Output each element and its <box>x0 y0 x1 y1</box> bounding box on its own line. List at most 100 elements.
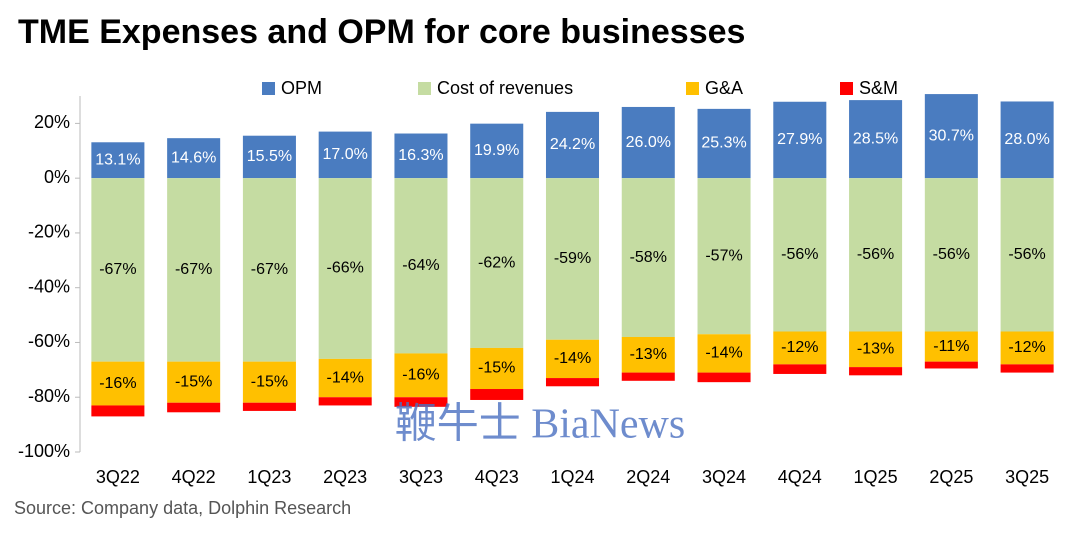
x-tick-label: 4Q23 <box>475 467 519 487</box>
bar-segment <box>1000 331 1054 365</box>
bar-segment <box>924 178 978 332</box>
bar-segment <box>545 339 600 379</box>
data-label: -14% <box>705 345 742 362</box>
x-tick-label: 3Q24 <box>702 467 746 487</box>
data-label: -15% <box>478 360 515 377</box>
data-label: -56% <box>1008 246 1045 263</box>
data-label: -67% <box>175 261 212 278</box>
data-label: -56% <box>781 246 818 263</box>
bar-segment <box>1000 178 1054 332</box>
data-label: 16.3% <box>398 147 443 164</box>
bar-segment <box>849 100 903 179</box>
data-label: 26.0% <box>626 134 671 151</box>
y-tick-label: 20% <box>34 112 70 132</box>
bar-segment <box>394 397 448 407</box>
x-tick-label: 1Q25 <box>854 467 898 487</box>
y-tick-label: -100% <box>18 441 70 461</box>
y-tick-label: -40% <box>28 276 70 296</box>
chart-title: TME Expenses and OPM for core businesses <box>18 13 745 51</box>
data-label: 17.0% <box>323 146 368 163</box>
data-label: -56% <box>857 246 894 263</box>
data-label: -14% <box>554 350 591 367</box>
x-tick-label: 2Q23 <box>323 467 367 487</box>
data-label: -16% <box>99 375 136 392</box>
bar-segment <box>621 178 675 337</box>
bar-segment <box>242 402 296 411</box>
x-tick-label: 4Q22 <box>172 467 216 487</box>
bar-segment <box>242 135 296 179</box>
bar-segment <box>545 378 600 387</box>
bar-segment <box>470 347 524 390</box>
legend-swatch <box>686 82 699 95</box>
bar-segment <box>91 361 145 406</box>
y-tick-label: -80% <box>28 386 70 406</box>
bar-segment <box>545 111 600 179</box>
bar-segment <box>849 178 903 332</box>
data-label: -12% <box>781 339 818 356</box>
data-label: 28.0% <box>1004 131 1049 148</box>
y-tick-label: -20% <box>28 222 70 242</box>
bar-segment <box>697 334 751 373</box>
data-label: 28.5% <box>853 130 898 147</box>
data-label: -16% <box>402 367 439 384</box>
bar-segment <box>697 108 751 179</box>
bar-segment <box>318 131 372 179</box>
bar-segment <box>849 367 903 376</box>
bar-segment <box>167 178 221 362</box>
data-label: 19.9% <box>474 142 519 159</box>
data-label: 25.3% <box>701 135 746 152</box>
legend-label: S&M <box>859 78 898 98</box>
bar-segment <box>924 361 978 369</box>
bar-segment <box>167 138 221 179</box>
data-label: -64% <box>402 257 439 274</box>
bar-segment <box>470 389 524 400</box>
bar-segment <box>167 402 221 413</box>
bar-segment <box>924 94 978 179</box>
bar-segment <box>773 364 827 374</box>
data-label: -13% <box>857 341 894 358</box>
bar-segment <box>91 405 145 417</box>
watermark: 鞭牛士 BiaNews <box>395 402 685 448</box>
bar-segment <box>1000 364 1054 373</box>
legend-label: OPM <box>281 78 322 98</box>
x-tick-label: 1Q24 <box>550 467 594 487</box>
data-label: 14.6% <box>171 149 216 166</box>
bar-segment <box>773 331 827 365</box>
bar-segment <box>394 133 448 179</box>
data-label: -58% <box>630 249 667 266</box>
legend-label: G&A <box>705 78 743 98</box>
data-label: 30.7% <box>929 127 974 144</box>
bar-segment <box>318 358 372 398</box>
data-label: 15.5% <box>247 148 292 165</box>
legend-swatch <box>418 82 431 95</box>
data-label: -13% <box>630 346 667 363</box>
data-label: -67% <box>251 261 288 278</box>
data-label: -59% <box>554 250 591 267</box>
x-tick-label: 4Q24 <box>778 467 822 487</box>
data-label: -15% <box>175 373 212 390</box>
bar-segment <box>91 178 145 362</box>
bar-segment <box>91 142 145 179</box>
bar-segment <box>242 178 296 362</box>
legend-swatch <box>840 82 853 95</box>
legend-label: Cost of revenues <box>437 78 573 98</box>
bar-segment <box>621 106 675 179</box>
x-tick-label: 2Q24 <box>626 467 670 487</box>
data-label: 27.9% <box>777 131 822 148</box>
bar-segment <box>773 101 827 179</box>
data-label: -15% <box>251 373 288 390</box>
x-tick-label: 2Q25 <box>929 467 973 487</box>
y-tick-label: 0% <box>44 167 70 187</box>
bar-segment <box>470 123 524 179</box>
data-label: 24.2% <box>550 136 595 153</box>
data-label: -57% <box>705 247 742 264</box>
data-label: -56% <box>933 246 970 263</box>
bar-segment <box>394 178 448 354</box>
bar-segment <box>394 353 448 398</box>
y-tick-label: -60% <box>28 331 70 351</box>
bar-segment <box>318 178 372 359</box>
data-label: -11% <box>933 338 969 355</box>
bar-segment <box>849 331 903 368</box>
x-tick-label: 3Q22 <box>96 467 140 487</box>
